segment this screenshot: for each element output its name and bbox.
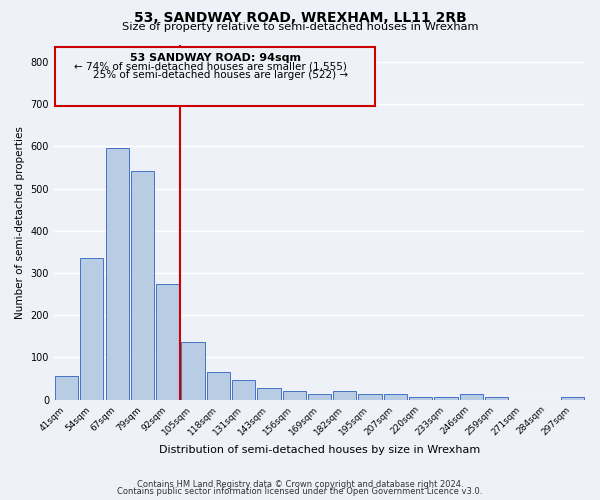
Bar	[333, 391, 356, 400]
Bar	[561, 397, 584, 400]
Bar	[283, 391, 306, 400]
Bar	[106, 148, 129, 400]
Bar	[156, 284, 179, 400]
Text: Size of property relative to semi-detached houses in Wrexham: Size of property relative to semi-detach…	[122, 22, 478, 32]
Y-axis label: Number of semi-detached properties: Number of semi-detached properties	[15, 126, 25, 319]
Bar	[383, 394, 407, 400]
Text: Contains HM Land Registry data © Crown copyright and database right 2024.: Contains HM Land Registry data © Crown c…	[137, 480, 463, 489]
Bar	[131, 171, 154, 400]
Text: Contains public sector information licensed under the Open Government Licence v3: Contains public sector information licen…	[118, 487, 482, 496]
Bar	[308, 394, 331, 400]
Bar	[257, 388, 281, 400]
Bar	[460, 394, 483, 400]
Bar	[434, 397, 458, 400]
Bar	[409, 397, 432, 400]
Bar	[181, 342, 205, 400]
FancyBboxPatch shape	[55, 47, 375, 106]
Bar	[358, 394, 382, 400]
Bar	[80, 258, 103, 400]
Bar	[206, 372, 230, 400]
Bar	[55, 376, 78, 400]
Bar	[485, 397, 508, 400]
Text: 53, SANDWAY ROAD, WREXHAM, LL11 2RB: 53, SANDWAY ROAD, WREXHAM, LL11 2RB	[134, 11, 466, 25]
Text: 25% of semi-detached houses are larger (522) →: 25% of semi-detached houses are larger (…	[92, 70, 348, 81]
Bar	[232, 380, 255, 400]
Text: 53 SANDWAY ROAD: 94sqm: 53 SANDWAY ROAD: 94sqm	[130, 52, 301, 62]
Text: ← 74% of semi-detached houses are smaller (1,555): ← 74% of semi-detached houses are smalle…	[74, 62, 347, 72]
X-axis label: Distribution of semi-detached houses by size in Wrexham: Distribution of semi-detached houses by …	[159, 445, 480, 455]
